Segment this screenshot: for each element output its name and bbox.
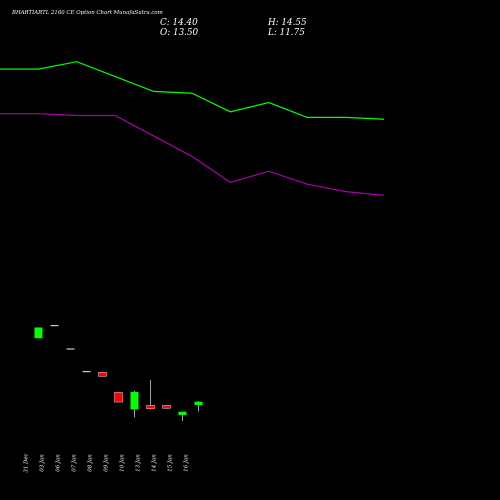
close-value: C: 14.40 [160, 18, 198, 28]
candle-2 [50, 324, 59, 327]
candle-1 [34, 327, 43, 339]
candle-body [130, 392, 139, 410]
candle-body [82, 371, 91, 373]
candle-body [178, 411, 187, 416]
candle-3 [66, 348, 75, 350]
candle-4 [82, 371, 91, 373]
x-tick-label: 07 Jan [72, 454, 78, 472]
candle-7 [130, 390, 139, 418]
high-value: H: 14.55 [268, 18, 307, 28]
candle-body [98, 372, 107, 377]
x-tick-label: 16 Jan [184, 454, 190, 472]
candle-body [114, 392, 123, 403]
open-value: O: 13.50 [160, 28, 199, 38]
candle-9 [162, 405, 171, 409]
x-tick-label: 06 Jan [56, 454, 62, 472]
candle-11 [194, 401, 203, 412]
x-tick-label: 14 Jan [152, 454, 158, 472]
x-tick-label: 13 Jan [136, 454, 142, 472]
low-value: L: 11.75 [268, 28, 305, 38]
candle-body [66, 348, 75, 350]
chart-title: BHARTIARTL 2160 CE Option Chart MunafaSu… [12, 10, 163, 16]
x-tick-label: 15 Jan [168, 454, 174, 472]
line-series-2 [0, 113, 385, 196]
x-tick-label: 09 Jan [104, 454, 110, 472]
candle-body [146, 405, 155, 409]
candle-body [162, 405, 171, 409]
x-tick-label: 10 Jan [120, 454, 126, 472]
candle-body [50, 324, 59, 327]
candle-5 [98, 372, 107, 377]
x-tick-label: 03 Jan [40, 454, 46, 472]
x-tick-label: 31 Dec [24, 453, 30, 472]
candle-body [194, 401, 203, 406]
candle-6 [114, 392, 123, 403]
x-tick-label: 08 Jan [88, 454, 94, 472]
moving-average-lines [0, 61, 385, 196]
candle-10 [178, 411, 187, 421]
candle-8 [146, 380, 155, 410]
x-axis: 31 Dec 03 Jan 06 Jan 07 Jan 08 Jan 09 Jan 10 J… [24, 453, 190, 472]
line-series-1 [0, 61, 385, 120]
candle-body [34, 327, 43, 339]
candlestick-series [34, 324, 203, 421]
